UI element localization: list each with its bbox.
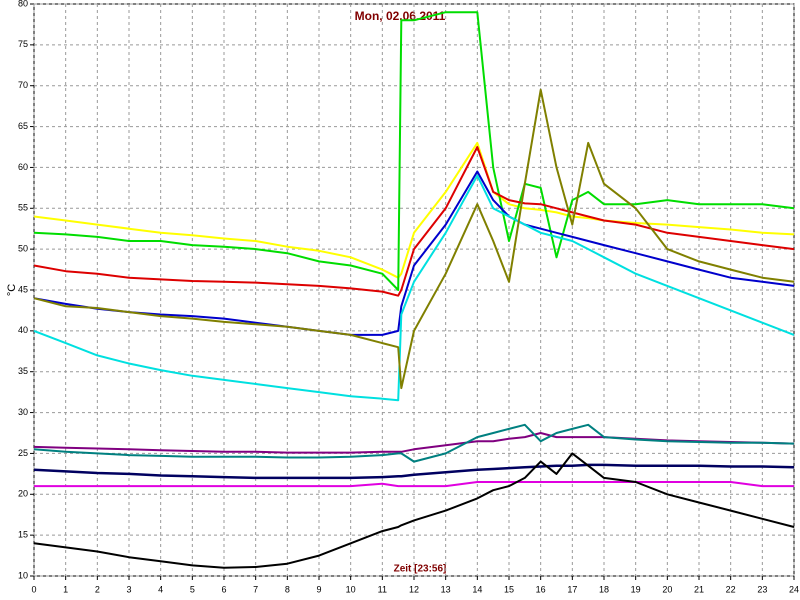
series-line: [33, 11, 795, 291]
y-tick-label: 70: [18, 80, 28, 90]
x-tick-label: 18: [599, 584, 609, 594]
x-tick-label: 23: [757, 584, 767, 594]
x-tick-label: 15: [504, 584, 514, 594]
y-tick-label: 75: [18, 39, 28, 49]
chart-title: Mon, 02.06.2011: [355, 9, 446, 23]
x-tick-label: 21: [694, 584, 704, 594]
y-tick-label: 30: [18, 407, 28, 417]
y-tick-label: 10: [18, 570, 28, 580]
x-tick-label: 20: [662, 584, 672, 594]
x-tick-label: 8: [285, 584, 290, 594]
y-tick-label: 60: [18, 162, 28, 172]
series-line: [33, 170, 795, 336]
series-line: [33, 463, 795, 480]
x-tick-label: 17: [567, 584, 577, 594]
x-tick-label: 13: [441, 584, 451, 594]
series-line: [33, 146, 795, 297]
series-line: [33, 174, 795, 402]
series-line: [33, 423, 795, 463]
x-tick-label: 1: [63, 584, 68, 594]
x-tick-label: 10: [346, 584, 356, 594]
x-tick-label: 14: [472, 584, 482, 594]
x-tick-label: 3: [126, 584, 131, 594]
y-axis-label: °C: [6, 284, 18, 296]
y-tick-label: 15: [18, 530, 28, 540]
x-tick-label: 12: [409, 584, 419, 594]
x-tick-label: 2: [95, 584, 100, 594]
x-tick-label: 24: [789, 584, 799, 594]
x-tick-label: 11: [378, 584, 387, 594]
x-tick-label: 5: [190, 584, 195, 594]
y-tick-label: 40: [18, 325, 28, 335]
y-tick-label: 20: [18, 489, 28, 499]
y-tick-label: 35: [18, 366, 28, 376]
series-line: [33, 88, 795, 390]
x-tick-label: 4: [158, 584, 163, 594]
y-tick-label: 55: [18, 203, 28, 213]
y-tick-label: 25: [18, 448, 28, 458]
x-tick-label: 22: [726, 584, 736, 594]
y-tick-label: 80: [18, 0, 28, 8]
x-tick-label: 0: [31, 584, 36, 594]
x-axis-label: Zeit [23:56]: [394, 564, 447, 575]
y-tick-label: 45: [18, 284, 28, 294]
y-tick-label: 50: [18, 244, 28, 254]
y-tick-label: 65: [18, 121, 28, 131]
x-tick-label: 6: [221, 584, 226, 594]
x-tick-label: 9: [316, 584, 321, 594]
x-tick-label: 19: [631, 584, 641, 594]
x-tick-label: 16: [536, 584, 546, 594]
x-tick-label: 7: [253, 584, 258, 594]
series-line: [33, 141, 795, 279]
series-line: [33, 452, 795, 569]
